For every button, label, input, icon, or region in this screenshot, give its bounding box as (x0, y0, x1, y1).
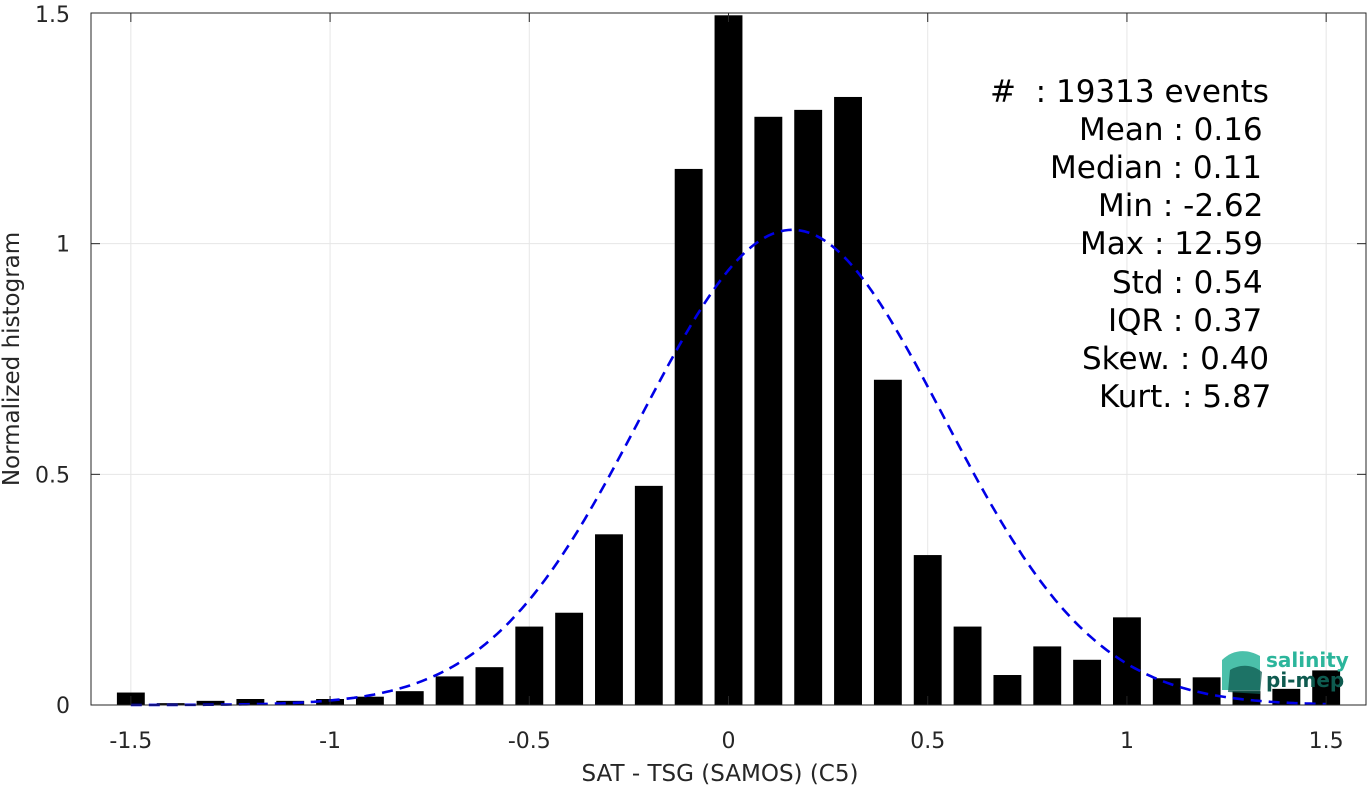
histogram-bar (276, 700, 305, 705)
logo-text-salinity: salinity (1266, 648, 1349, 672)
salinity-pi-mep-logo: salinity pi-mep (1222, 648, 1349, 694)
histogram-bar (395, 691, 424, 705)
histogram-bar (435, 676, 464, 705)
histogram-bar (1192, 677, 1221, 705)
y-tick-label: 1 (56, 233, 70, 258)
stat-max: Max : 12.59 (1080, 226, 1263, 262)
histogram-bar (714, 15, 743, 706)
y-axis-label: Normalized histogram (0, 232, 25, 486)
histogram-bar (196, 700, 225, 705)
histogram-bars (116, 15, 1341, 706)
histogram-bar (794, 109, 823, 705)
x-axis-label: SAT - TSG (SAMOS) (C5) (582, 761, 859, 785)
y-tick-label: 1.5 (35, 3, 70, 28)
logo-text-pi-mep: pi-mep (1266, 668, 1344, 692)
x-tick-labels: -1.5 -1 -0.5 0 0.5 1 1.5 (109, 729, 1343, 754)
x-tick-label: -0.5 (508, 729, 551, 754)
stat-std: Std : 0.54 (1112, 265, 1263, 301)
x-tick-label: 0.5 (910, 729, 945, 754)
stat-iqr: IQR : 0.37 (1108, 303, 1263, 339)
axis-ticks (91, 12, 1366, 706)
histogram-bar (236, 699, 265, 705)
y-tick-label: 0 (56, 694, 70, 719)
stat-min: Min : -2.62 (1098, 188, 1264, 224)
x-tick-label: 1 (1120, 729, 1134, 754)
stat-events: # : 19313 events (990, 74, 1269, 110)
histogram-bar (634, 485, 663, 705)
histogram-bar (913, 555, 942, 705)
x-tick-label: -1 (319, 729, 341, 754)
histogram-bar (953, 626, 982, 705)
histogram-bar (595, 534, 623, 705)
histogram-bar (1073, 659, 1102, 705)
stat-skew: Skew. : 0.40 (1082, 341, 1270, 377)
histogram-bar (1272, 688, 1301, 705)
histogram-bar (1033, 646, 1062, 705)
stat-mean: Mean : 0.16 (1079, 112, 1263, 148)
histogram-bar (993, 675, 1022, 705)
histogram-bar (834, 96, 862, 706)
histogram-bar (515, 626, 544, 705)
histogram-bar (555, 612, 584, 705)
histogram-bar (1112, 617, 1141, 705)
histogram-bar (674, 168, 703, 705)
histogram-bar (355, 696, 384, 705)
x-tick-label: 1.5 (1309, 729, 1344, 754)
x-tick-label: 0 (722, 729, 736, 754)
histogram-bar (475, 667, 504, 705)
stat-median: Median : 0.11 (1050, 150, 1262, 186)
histogram-bar (754, 116, 783, 706)
histogram-bar (873, 379, 902, 705)
y-tick-labels: 0 0.5 1 1.5 (35, 3, 70, 719)
stat-kurt: Kurt. : 5.87 (1099, 379, 1272, 415)
y-tick-label: 0.5 (35, 463, 70, 488)
x-tick-label: -1.5 (109, 729, 152, 754)
